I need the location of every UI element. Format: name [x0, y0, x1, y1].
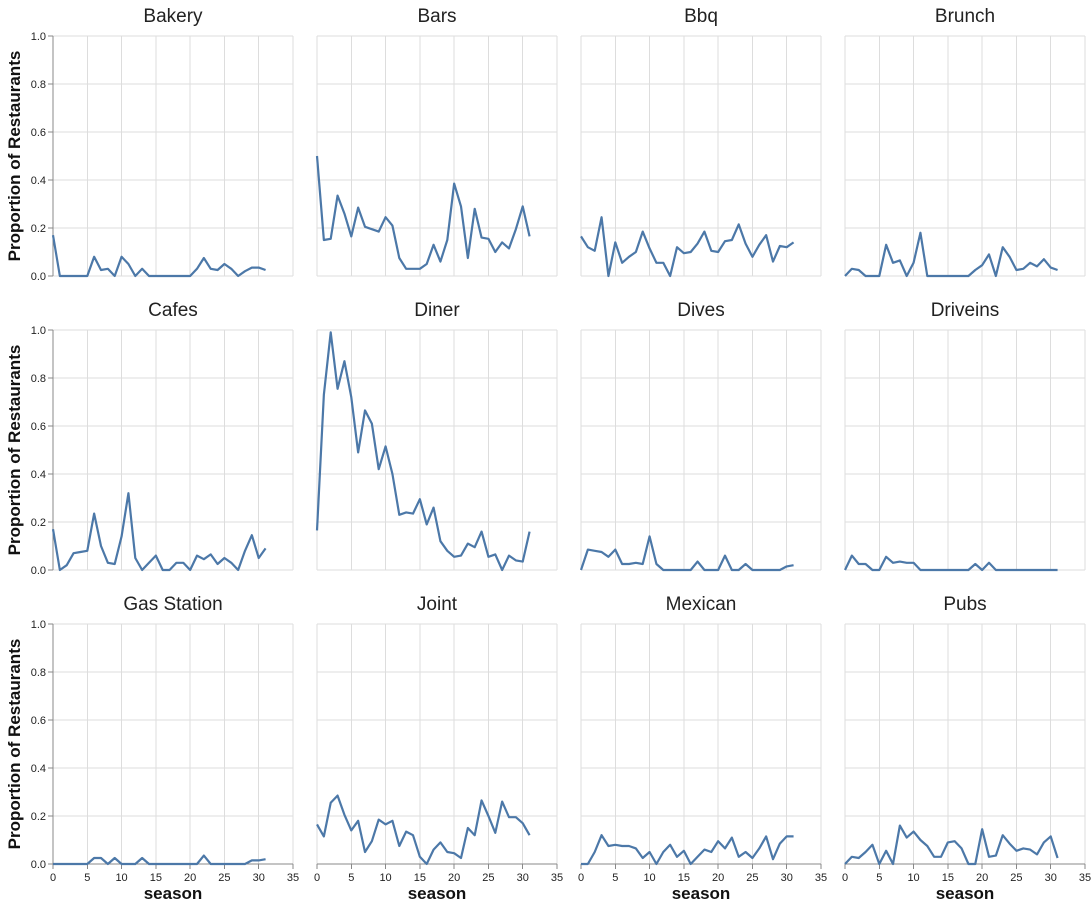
panel-title: Joint [417, 594, 458, 615]
panel-mexican: Mexican 0 5 10 15 20 25 30 35 season [578, 594, 827, 903]
y-tick-label: 0.0 [31, 565, 46, 577]
x-tick-label: 5 [612, 872, 618, 884]
panel-pubs: Pubs 0 5 10 15 20 25 30 35 season [842, 594, 1091, 903]
x-axis-title: season [144, 884, 203, 903]
series-line [844, 231, 1058, 278]
x-tick-label: 5 [348, 872, 354, 884]
y-tick-label: 0.8 [31, 373, 46, 385]
x-tick-label: 15 [414, 872, 426, 884]
y-tick-label: 1.0 [31, 31, 46, 43]
x-tick-label: 15 [150, 872, 162, 884]
x-tick-label: 30 [1045, 872, 1057, 884]
panel-title: Cafes [148, 300, 198, 321]
y-axis-title: Proportion of Restaurants [5, 639, 24, 850]
x-tick-label: 5 [876, 872, 882, 884]
panel-title: Mexican [666, 594, 737, 615]
panel-brunch: Brunch [844, 6, 1086, 278]
x-axis-title: season [408, 884, 467, 903]
x-tick-label: 30 [517, 872, 529, 884]
x-tick-label: 0 [842, 872, 848, 884]
panel-gas-station: Gas Station 0.0 0.2 0.4 0.6 0.8 1.0 Proportion … [5, 594, 299, 903]
series-line [844, 554, 1058, 572]
panel-bars: Bars [315, 6, 558, 277]
series-line [51, 235, 266, 278]
series-line [315, 155, 531, 270]
y-tick-label: 0.8 [31, 667, 46, 679]
x-tick-label: 10 [379, 872, 391, 884]
x-tick-label: 20 [712, 872, 724, 884]
series-line [579, 535, 794, 572]
series-line [51, 492, 267, 572]
x-tick-label: 30 [253, 872, 265, 884]
x-tick-label: 25 [746, 872, 758, 884]
panel-title: Gas Station [123, 594, 222, 615]
panel-joint: Joint 0 5 10 15 20 25 30 35 season [314, 594, 563, 903]
x-axis-title: season [672, 884, 731, 903]
series-line [315, 331, 531, 572]
y-tick-label: 0.8 [31, 79, 46, 91]
panel-bbq: Bbq [580, 6, 822, 278]
x-tick-label: 10 [115, 872, 127, 884]
y-tick-label: 0.4 [31, 175, 46, 187]
y-tick-label: 0.0 [31, 271, 46, 283]
panel-title: Pubs [943, 594, 986, 615]
x-tick-label: 35 [1079, 872, 1091, 884]
x-tick-label: 15 [942, 872, 954, 884]
y-tick-label: 0.2 [31, 223, 46, 235]
series-line [316, 794, 531, 866]
panel-title: Brunch [935, 6, 995, 27]
panel-title: Driveins [931, 300, 1000, 321]
series-line [581, 834, 794, 866]
x-tick-label: 20 [184, 872, 196, 884]
x-tick-label: 20 [448, 872, 460, 884]
panel-driveins: Driveins [844, 300, 1086, 572]
panel-title: Bbq [684, 6, 718, 27]
y-axis-title: Proportion of Restaurants [5, 345, 24, 556]
y-tick-label: 0.2 [31, 811, 46, 823]
y-tick-label: 1.0 [31, 619, 46, 631]
x-tick-label: 0 [50, 872, 56, 884]
y-axis-title: Proportion of Restaurants [5, 51, 24, 262]
panel-title: Dives [677, 300, 725, 321]
x-tick-label: 35 [551, 872, 563, 884]
series-line [53, 854, 266, 866]
x-tick-label: 25 [1010, 872, 1022, 884]
y-tick-label: 1.0 [31, 325, 46, 337]
panel-dives: Dives [579, 300, 822, 572]
x-tick-label: 5 [84, 872, 90, 884]
x-tick-label: 20 [976, 872, 988, 884]
x-tick-label: 0 [314, 872, 320, 884]
x-tick-label: 30 [781, 872, 793, 884]
y-tick-label: 0.6 [31, 715, 46, 727]
series-line [844, 824, 1059, 866]
series-line [580, 216, 795, 278]
x-tick-label: 25 [482, 872, 494, 884]
y-tick-label: 0.4 [31, 469, 46, 481]
x-tick-label: 10 [907, 872, 919, 884]
x-tick-label: 0 [578, 872, 584, 884]
y-tick-label: 0.6 [31, 127, 46, 139]
panel-diner: Diner [315, 300, 558, 572]
x-tick-label: 15 [678, 872, 690, 884]
x-tick-label: 10 [643, 872, 655, 884]
x-tick-label: 35 [815, 872, 827, 884]
y-tick-label: 0.6 [31, 421, 46, 433]
x-axis-title: season [936, 884, 995, 903]
panel-title: Bakery [143, 6, 203, 27]
x-tick-label: 25 [218, 872, 230, 884]
y-tick-label: 0.4 [31, 763, 46, 775]
x-tick-label: 35 [287, 872, 299, 884]
panel-cafes: Cafes 0.0 0.2 0.4 0.6 0.8 1.0 Proportion of Res… [5, 300, 294, 577]
panel-bakery: Bakery 0.0 0.2 0.4 0.6 0.8 1.0 Proportion of Re… [5, 6, 294, 283]
y-tick-label: 0.2 [31, 517, 46, 529]
panel-title: Bars [417, 6, 456, 27]
panel-title: Diner [414, 300, 460, 321]
y-tick-label: 0.0 [31, 859, 46, 871]
